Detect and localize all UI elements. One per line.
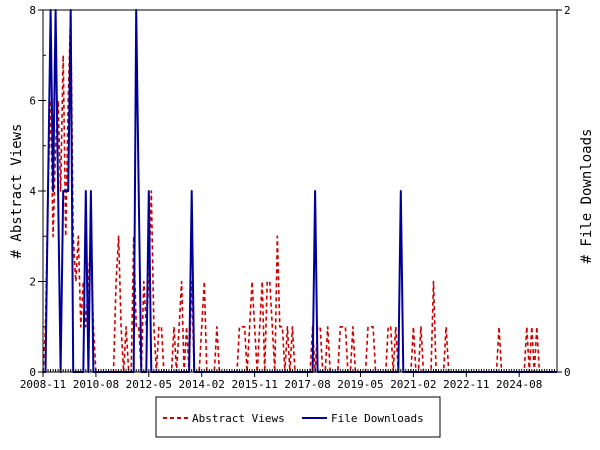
x-tick-label: 2010-08 bbox=[73, 378, 119, 391]
y-left-tick-label: 0 bbox=[29, 366, 36, 379]
y-right-tick-label: 0 bbox=[564, 366, 571, 379]
y-axis-right-title: # File Downloads bbox=[579, 129, 595, 264]
x-tick-label: 2019-05 bbox=[337, 378, 383, 391]
legend: Abstract Views File Downloads bbox=[155, 396, 441, 438]
x-tick-label: 2008-11 bbox=[20, 378, 66, 391]
legend-label-abstract-views: Abstract Views bbox=[192, 412, 285, 425]
x-tick-label: 2022-11 bbox=[443, 378, 489, 391]
x-tick-label: 2021-02 bbox=[390, 378, 436, 391]
y-axis-right: 02 bbox=[557, 4, 571, 379]
y-right-tick-label: 2 bbox=[564, 4, 571, 17]
y-axis-left: 0 2 4 6 8 bbox=[29, 4, 46, 379]
x-tick-label: 2014-02 bbox=[179, 378, 225, 391]
series-layer bbox=[42, 9, 557, 373]
x-axis: 2008-11 2010-08 2012-05 2014-02 2015-11 2017-… bbox=[20, 369, 558, 391]
x-tick-label: 2024-08 bbox=[496, 378, 542, 391]
x-tick-label: 2017-08 bbox=[284, 378, 330, 391]
y-left-tick-label: 4 bbox=[29, 185, 36, 198]
y-left-tick-label: 6 bbox=[29, 95, 36, 108]
series-line-abstract-views bbox=[42, 9, 557, 373]
x-tick-label: 2015-11 bbox=[231, 378, 277, 391]
y-left-tick-label: 2 bbox=[29, 276, 36, 289]
y-left-tick-label: 8 bbox=[29, 4, 36, 17]
legend-label-file-downloads: File Downloads bbox=[331, 412, 424, 425]
y-axis-left-title: # Abstract Views bbox=[9, 124, 25, 259]
x-tick-label: 2012-05 bbox=[126, 378, 172, 391]
legend-box bbox=[155, 396, 441, 438]
